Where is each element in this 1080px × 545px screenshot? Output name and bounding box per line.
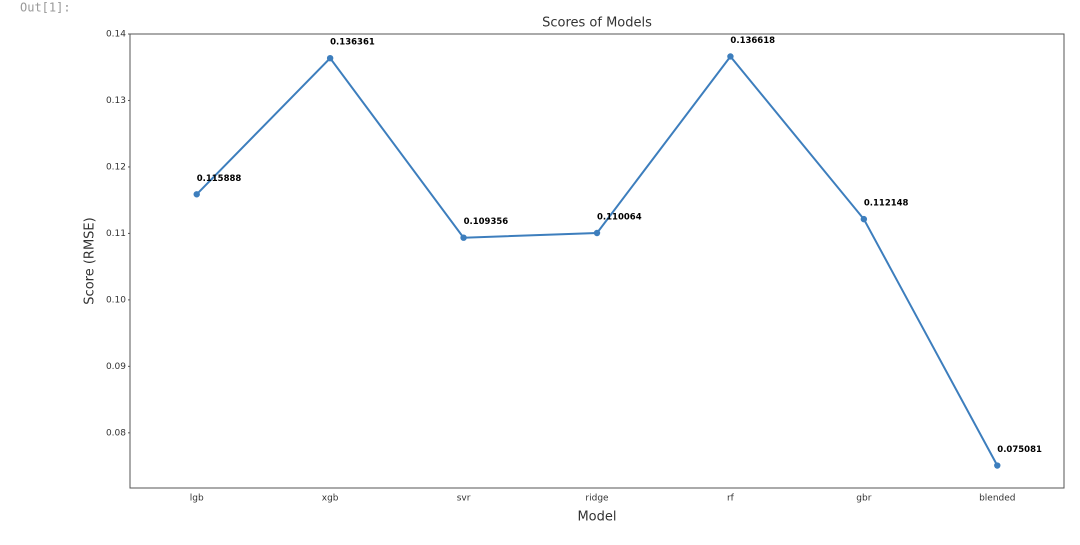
x-tick-label: svr (457, 494, 471, 504)
point (460, 234, 467, 241)
y-tick-label: 0.11 (106, 229, 126, 239)
plot-frame (129, 33, 1065, 489)
point (727, 53, 734, 60)
point (994, 462, 1001, 469)
value-label: 0.136618 (730, 36, 775, 46)
x-tick-label: rf (727, 494, 735, 504)
value-label: 0.136361 (330, 38, 375, 48)
chart-title: Scores of Models (542, 16, 652, 31)
value-label: 0.109356 (464, 217, 509, 227)
y-tick-label: 0.08 (106, 428, 126, 438)
y-tick-label: 0.10 (106, 295, 126, 305)
point (193, 191, 200, 198)
x-tick-label: ridge (585, 494, 609, 504)
point (593, 229, 601, 237)
y-axis-label: Score (RMSE) (83, 217, 98, 304)
value-label: 0.075081 (997, 445, 1042, 455)
x-tick-label: lgb (190, 494, 204, 504)
value-label: 0.112148 (864, 199, 909, 209)
y-tick-label: 0.14 (106, 30, 126, 40)
point (326, 54, 334, 62)
x-axis-label: Model (577, 510, 616, 525)
output-prompt: Out[1]: (20, 1, 71, 15)
y-tick-label: 0.12 (106, 162, 126, 172)
value-label: 0.115888 (197, 174, 242, 184)
value-label: 0.110064 (597, 212, 642, 222)
point (860, 215, 868, 223)
score-line (195, 54, 999, 467)
x-tick-label: blended (979, 494, 1015, 504)
x-tick-label: xgb (322, 494, 339, 504)
y-tick-label: 0.09 (106, 362, 126, 372)
y-tick-label: 0.13 (106, 96, 126, 106)
x-tick-label: gbr (856, 494, 871, 504)
